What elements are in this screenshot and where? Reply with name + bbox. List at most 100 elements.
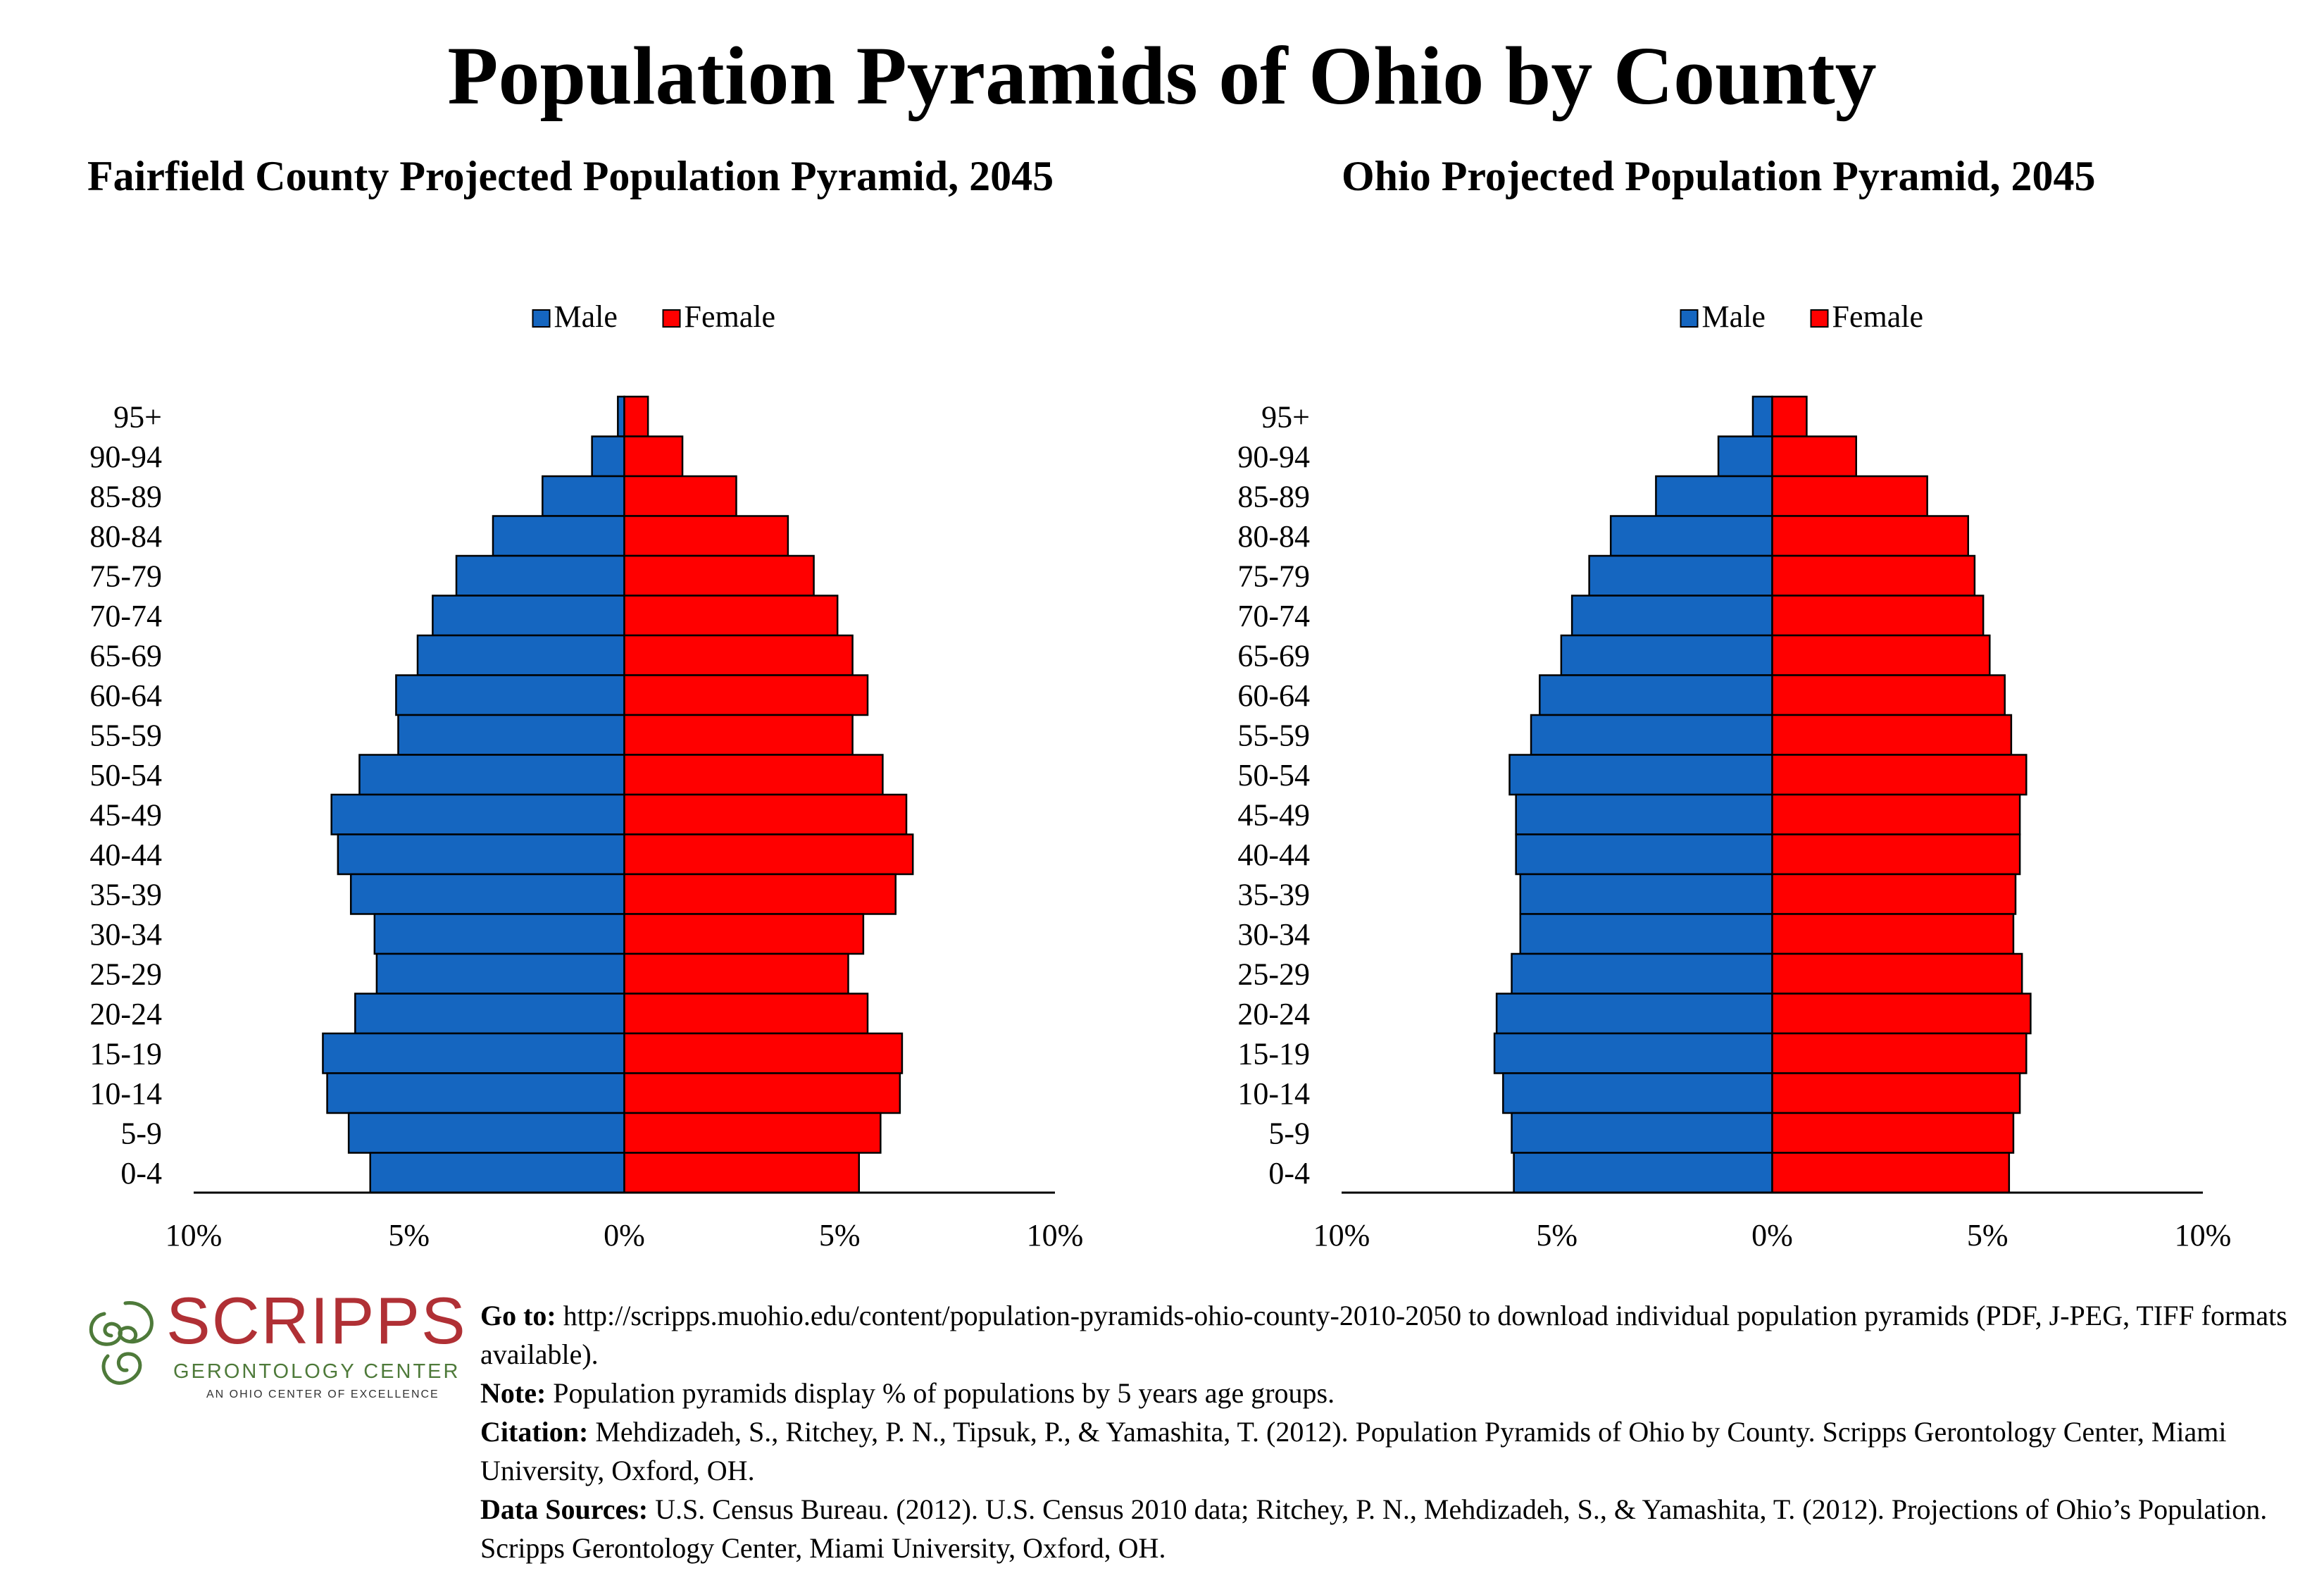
female-bar-50-54 bbox=[1771, 754, 2028, 796]
age-label: 25-29 bbox=[89, 957, 162, 991]
age-label: 80-84 bbox=[1237, 519, 1310, 554]
male-bar-35-39 bbox=[349, 873, 625, 915]
age-label: 90-94 bbox=[89, 440, 162, 474]
female-bar-85-89 bbox=[1771, 475, 1928, 517]
female-bar-95+ bbox=[623, 395, 649, 437]
age-label: 30-34 bbox=[1237, 917, 1310, 952]
age-label: 5-9 bbox=[120, 1116, 162, 1150]
age-label: 20-24 bbox=[89, 997, 162, 1031]
age-label: 30-34 bbox=[89, 917, 162, 952]
age-label: 65-69 bbox=[1237, 638, 1310, 673]
footer-citation: Citation: Mehdizadeh, S., Ritchey, P. N.… bbox=[480, 1416, 2227, 1486]
footer-goto: Go to: http://scripps.muohio.edu/content… bbox=[480, 1300, 2287, 1370]
female-bar-70-74 bbox=[1771, 595, 1985, 637]
footer-notes: Go to: http://scripps.muohio.edu/content… bbox=[480, 1296, 2311, 1567]
x-tick-label: 0% bbox=[1751, 1218, 1793, 1253]
female-bar-0-4 bbox=[623, 1152, 861, 1194]
age-label: 75-79 bbox=[1237, 559, 1310, 593]
legend-female-label: Female bbox=[685, 299, 776, 334]
scripps-swirl-icon bbox=[89, 1301, 154, 1385]
age-label: 55-59 bbox=[89, 718, 162, 752]
logo-wordmark: SCRIPPS bbox=[166, 1283, 467, 1357]
legend-female-swatch bbox=[1810, 309, 1829, 328]
male-bar-15-19 bbox=[1493, 1032, 1773, 1074]
age-label: 75-79 bbox=[89, 559, 162, 593]
age-label: 45-49 bbox=[1237, 797, 1310, 832]
female-bar-70-74 bbox=[623, 595, 839, 637]
age-label: 0-4 bbox=[1268, 1156, 1310, 1191]
age-label: 5-9 bbox=[1268, 1116, 1310, 1150]
female-bar-30-34 bbox=[623, 913, 865, 955]
male-bar-40-44 bbox=[337, 833, 625, 876]
male-bar-65-69 bbox=[416, 634, 625, 676]
age-label: 90-94 bbox=[1237, 440, 1310, 474]
age-label: 80-84 bbox=[89, 519, 162, 554]
male-bar-50-54 bbox=[358, 754, 625, 796]
age-label: 40-44 bbox=[89, 838, 162, 872]
chart-title-fairfield: Fairfield County Projected Population Py… bbox=[87, 153, 1054, 199]
age-label: 10-14 bbox=[89, 1076, 162, 1111]
female-bar-10-14 bbox=[1771, 1072, 2021, 1114]
age-label: 70-74 bbox=[1237, 599, 1310, 633]
male-bar-25-29 bbox=[375, 952, 625, 995]
female-bar-75-79 bbox=[1771, 554, 1976, 597]
x-tick-label: 10% bbox=[165, 1218, 223, 1253]
male-bar-45-49 bbox=[330, 793, 625, 835]
female-bar-65-69 bbox=[623, 634, 854, 676]
female-bar-5-9 bbox=[623, 1112, 882, 1154]
female-bar-60-64 bbox=[1771, 674, 2006, 716]
female-bar-50-54 bbox=[623, 754, 884, 796]
age-label: 85-89 bbox=[1237, 479, 1310, 514]
age-label: 40-44 bbox=[1237, 838, 1310, 872]
age-label: 0-4 bbox=[120, 1156, 162, 1191]
male-bar-85-89 bbox=[1655, 475, 1773, 517]
age-label: 15-19 bbox=[89, 1036, 162, 1071]
male-bar-70-74 bbox=[1570, 595, 1773, 637]
female-bar-25-29 bbox=[623, 952, 849, 995]
age-label: 15-19 bbox=[1237, 1036, 1310, 1071]
male-bar-95+ bbox=[1751, 395, 1773, 437]
legend-male-label: Male bbox=[1702, 299, 1766, 334]
age-label: 60-64 bbox=[1237, 678, 1310, 713]
female-bar-35-39 bbox=[623, 873, 897, 915]
female-bar-60-64 bbox=[623, 674, 869, 716]
x-tick-label: 5% bbox=[819, 1218, 861, 1253]
female-bar-35-39 bbox=[1771, 873, 2017, 915]
x-tick-label: 10% bbox=[2175, 1218, 2232, 1253]
age-label: 60-64 bbox=[89, 678, 162, 713]
footer-note: Note: Population pyramids display % of p… bbox=[480, 1377, 1335, 1409]
x-tick-label: 10% bbox=[1313, 1218, 1370, 1253]
age-label: 85-89 bbox=[89, 479, 162, 514]
male-bar-20-24 bbox=[1495, 993, 1773, 1035]
female-bar-5-9 bbox=[1771, 1112, 2015, 1154]
age-label: 35-39 bbox=[1237, 877, 1310, 912]
chart-title-ohio: Ohio Projected Population Pyramid, 2045 bbox=[1342, 153, 2096, 199]
logo-tagline: AN OHIO CENTER OF EXCELLENCE bbox=[206, 1388, 439, 1400]
female-bar-95+ bbox=[1771, 395, 1808, 437]
male-bar-10-14 bbox=[326, 1072, 625, 1114]
male-bar-25-29 bbox=[1511, 952, 1773, 995]
female-bar-15-19 bbox=[623, 1032, 904, 1074]
male-bar-45-49 bbox=[1515, 793, 1773, 835]
scripps-logo: SCRIPPS GERONTOLOGY CENTER AN OHIO CENTE… bbox=[83, 1282, 466, 1409]
female-bar-40-44 bbox=[1771, 833, 2021, 876]
age-label: 50-54 bbox=[89, 758, 162, 792]
x-tick-label: 5% bbox=[1536, 1218, 1578, 1253]
age-label: 70-74 bbox=[89, 599, 162, 633]
x-tick-label: 10% bbox=[1027, 1218, 1084, 1253]
age-label: 95+ bbox=[1261, 399, 1310, 434]
male-bar-60-64 bbox=[1539, 674, 1773, 716]
x-tick-label: 5% bbox=[1967, 1218, 2008, 1253]
female-bar-55-59 bbox=[1771, 714, 2013, 756]
female-bar-80-84 bbox=[1771, 515, 1969, 557]
female-bar-30-34 bbox=[1771, 913, 2015, 955]
legend-male-label: Male bbox=[554, 299, 618, 334]
female-bar-20-24 bbox=[1771, 993, 2032, 1035]
male-bar-80-84 bbox=[1609, 515, 1773, 557]
female-bar-15-19 bbox=[1771, 1032, 2028, 1074]
male-bar-35-39 bbox=[1519, 873, 1773, 915]
female-bar-25-29 bbox=[1771, 952, 2023, 995]
female-bar-80-84 bbox=[623, 515, 789, 557]
